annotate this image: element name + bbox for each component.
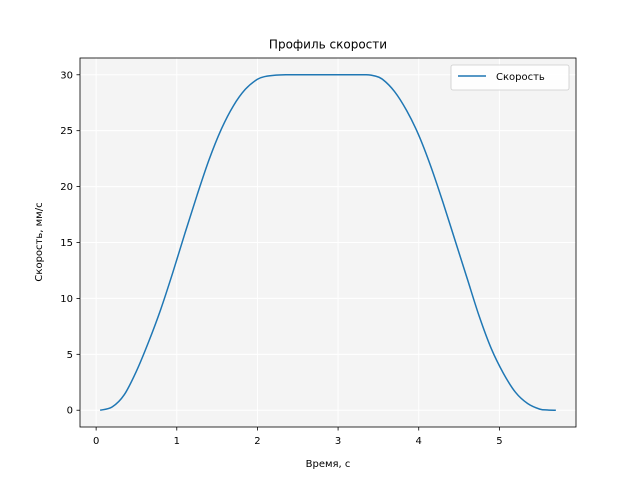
y-tick-label: 20 bbox=[60, 182, 73, 193]
ticks: 0 1 2 3 4 5 0 5 10 15 20 25 30 bbox=[60, 70, 502, 447]
legend-label: Скорость bbox=[496, 72, 545, 83]
y-tick-label: 30 bbox=[60, 70, 73, 81]
y-tick-label: 10 bbox=[60, 294, 73, 305]
y-tick-label: 25 bbox=[60, 126, 73, 137]
x-tick-label: 1 bbox=[174, 436, 180, 447]
x-tick-label: 0 bbox=[93, 436, 99, 447]
y-axis-label: Скорость, мм/с bbox=[34, 202, 45, 281]
velocity-series-line bbox=[99, 73, 556, 411]
y-tick-label: 0 bbox=[67, 406, 73, 417]
series-layer bbox=[99, 73, 556, 411]
legend-box bbox=[450, 64, 570, 91]
x-axis-label: Время, с bbox=[306, 459, 351, 470]
x-tick-label: 5 bbox=[496, 436, 502, 447]
y-tick-label: 5 bbox=[67, 350, 73, 361]
x-tick-label: 2 bbox=[254, 436, 260, 447]
x-tick-label: 3 bbox=[335, 436, 341, 447]
legend: Скорость bbox=[450, 64, 570, 91]
x-tick-label: 4 bbox=[416, 436, 422, 447]
chart-title: Профиль скорости bbox=[269, 38, 387, 52]
y-tick-label: 15 bbox=[60, 238, 73, 249]
